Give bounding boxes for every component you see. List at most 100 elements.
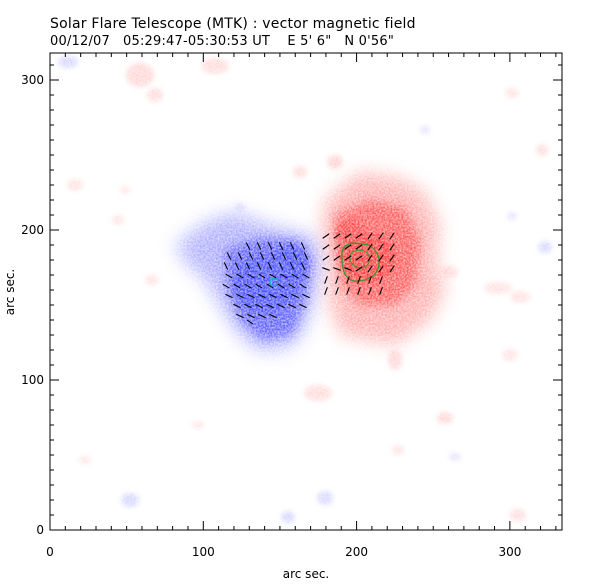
field-vector (267, 242, 273, 250)
field-vector (367, 243, 373, 251)
field-vector (223, 262, 229, 270)
field-vector (244, 303, 252, 309)
field-vector (302, 293, 310, 299)
field-vector (255, 283, 263, 289)
field-vector (335, 287, 339, 295)
field-vector (379, 276, 383, 284)
field-vector (236, 313, 244, 319)
field-vector (389, 243, 395, 251)
field-vector (333, 233, 341, 239)
field-vector (299, 303, 307, 309)
field-vector (281, 252, 287, 260)
field-vector (346, 287, 350, 295)
field-contours (269, 242, 380, 287)
field-vector (300, 262, 306, 270)
field-vector (324, 276, 328, 284)
field-vector (267, 262, 273, 270)
x-tick-label: 200 (345, 545, 368, 559)
x-tick-label: 0 (46, 545, 54, 559)
field-vector (255, 303, 263, 309)
field-vector (270, 252, 276, 260)
field-vector (344, 255, 352, 261)
field-vector (245, 242, 251, 250)
field-vector (322, 267, 330, 271)
field-vector (291, 293, 299, 299)
figure-title: Solar Flare Telescope (MTK) : vector mag… (50, 16, 416, 32)
field-vector (303, 252, 309, 260)
field-vector (236, 293, 244, 299)
field-vector (237, 252, 243, 260)
field-vector (225, 273, 233, 279)
field-vector (378, 232, 384, 240)
x-tick-labels: 0 100 200 300 (46, 545, 521, 559)
field-vector (355, 233, 363, 239)
field-vector (333, 267, 341, 271)
field-vector (247, 313, 255, 319)
observation-date: 00/12/07 (50, 34, 110, 49)
field-vector (222, 283, 230, 289)
field-vector (355, 266, 363, 272)
field-vector (248, 252, 254, 260)
field-vector (368, 287, 372, 295)
y-axis-label: arc sec. (3, 269, 17, 315)
field-vector (225, 293, 233, 299)
field-vector (344, 244, 352, 250)
field-vector (299, 283, 307, 289)
field-vector (244, 283, 252, 289)
field-vector (277, 283, 285, 289)
field-vector (389, 232, 395, 240)
field-vector (367, 265, 373, 273)
heliographic-latitude: N 0'56" (344, 34, 395, 49)
field-vector (322, 244, 330, 250)
field-vector (322, 255, 330, 261)
magnetogram-image (50, 53, 562, 530)
field-vector (258, 293, 266, 299)
field-vector (333, 244, 341, 250)
field-vector (246, 319, 254, 325)
x-tick-label: 300 (498, 545, 521, 559)
field-vector (333, 255, 341, 261)
field-vector (258, 273, 266, 279)
field-vector (278, 242, 284, 250)
field-vector (259, 252, 265, 260)
field-vector (289, 262, 295, 270)
field-vector (379, 287, 383, 295)
plot-frame (49, 52, 563, 531)
field-vector (256, 242, 262, 250)
field-vector (277, 303, 285, 309)
field-vector (367, 232, 373, 240)
field-vector (346, 276, 350, 284)
field-vector (233, 283, 241, 289)
field-vector (292, 252, 298, 260)
field-vector (278, 262, 284, 270)
field-vector (368, 276, 372, 284)
figure-subtitle: 00/12/07 05:29:47-05:30:53 UT E 5' 6" N … (50, 34, 394, 49)
field-vector (378, 254, 384, 262)
field-vector (322, 233, 330, 239)
observation-time-range: 05:29:47-05:30:53 UT (123, 34, 271, 49)
field-vector (234, 262, 240, 270)
field-vector (344, 267, 352, 271)
field-vector (324, 287, 328, 295)
field-vector (355, 255, 363, 261)
field-vector (269, 313, 277, 319)
field-vector (247, 293, 255, 299)
transverse-field-vectors (222, 232, 395, 325)
field-vector (389, 265, 395, 273)
field-vector (300, 242, 306, 250)
field-vector (378, 265, 384, 273)
field-vector (245, 262, 251, 270)
y-tick-label: 300 (21, 73, 44, 87)
field-vector (256, 262, 262, 270)
field-vector (266, 303, 274, 309)
field-vector (357, 287, 361, 295)
field-vector (226, 252, 232, 260)
y-tick-label: 0 (36, 523, 44, 537)
field-vector (378, 243, 384, 251)
field-vector (288, 303, 296, 309)
field-vector (389, 254, 395, 262)
axis-ticks (49, 53, 562, 531)
field-vector (289, 242, 295, 250)
field-vector (280, 293, 288, 299)
field-vector (247, 273, 255, 279)
